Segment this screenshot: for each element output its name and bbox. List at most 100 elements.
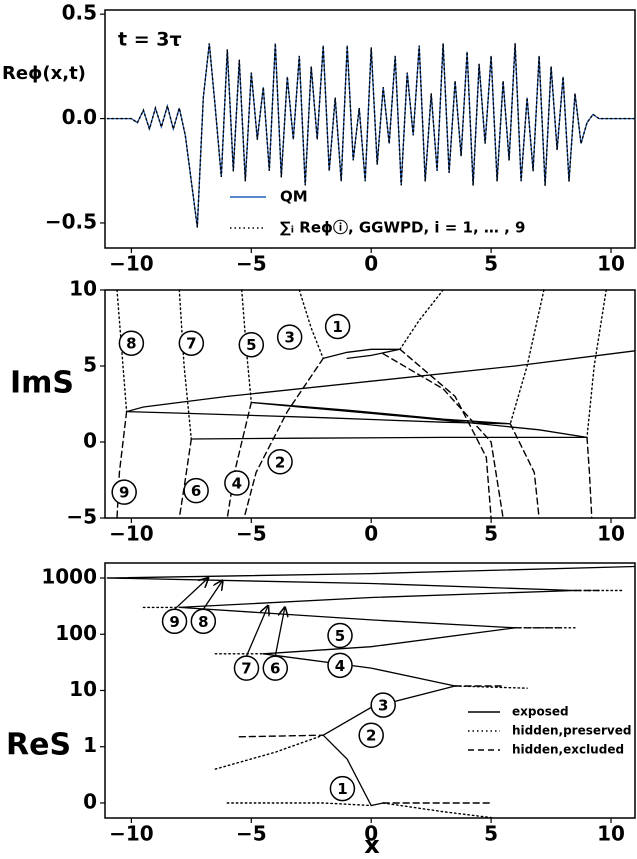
branch-marker <box>224 470 250 496</box>
curve <box>241 289 252 404</box>
curve <box>106 565 636 579</box>
branch-label: 9 <box>119 484 129 502</box>
y-tick-label: 100 <box>55 621 97 645</box>
branch-label: 7 <box>241 660 251 678</box>
y-tick-label: 0 <box>83 789 97 813</box>
arrow <box>245 606 268 657</box>
curve <box>178 438 192 519</box>
y-tick-label: 10 <box>69 677 97 701</box>
branch-marker <box>262 655 289 681</box>
arrow <box>174 578 209 610</box>
x-tick-label: 5 <box>484 522 498 546</box>
curve <box>126 350 636 440</box>
curve <box>262 627 516 655</box>
x-tick-label: 10 <box>597 822 625 846</box>
x-tick-label: −10 <box>109 252 154 276</box>
x-tick-label: −5 <box>236 822 267 846</box>
y-tick-label: 1 <box>83 733 97 757</box>
y-tick-label: 10 <box>69 277 97 301</box>
branch-label: 5 <box>246 336 256 354</box>
branch-marker <box>358 722 384 748</box>
legend-label: QM <box>280 188 308 206</box>
x-tick-label: −5 <box>236 522 267 546</box>
branch-label: 3 <box>284 329 294 347</box>
curve <box>454 685 528 689</box>
branch-label: 3 <box>378 697 388 715</box>
x-tick-label: 0 <box>364 522 378 546</box>
y-tick-label: 0 <box>83 429 97 453</box>
branch-label: 1 <box>337 780 347 798</box>
x-tick-label: −10 <box>109 822 154 846</box>
curve <box>262 653 456 687</box>
y-tick-label: 0.5 <box>62 1 97 25</box>
curve <box>382 802 492 819</box>
x-tick-label: 5 <box>484 822 498 846</box>
plot-frame <box>104 289 636 519</box>
branch-label: 8 <box>126 335 136 353</box>
branch-marker <box>327 652 353 679</box>
branch-marker <box>233 655 260 681</box>
branch-marker <box>118 330 145 356</box>
curve <box>322 734 384 807</box>
curve <box>243 357 324 519</box>
curve <box>106 577 576 592</box>
legend-label: exposed <box>512 705 569 719</box>
curve <box>586 436 593 519</box>
x-tick-label: 5 <box>484 252 498 276</box>
x-tick-label: 10 <box>597 252 625 276</box>
y-tick-label: −0.5 <box>45 209 97 233</box>
branch-label: 7 <box>186 335 196 353</box>
branch-label: 2 <box>366 727 376 745</box>
branch-label: 1 <box>332 318 342 336</box>
curve <box>586 289 607 439</box>
branch-label: 4 <box>232 475 242 493</box>
curve <box>178 289 192 440</box>
branch-marker <box>324 313 351 340</box>
legend-label: hidden,preserved <box>512 724 631 738</box>
branch-label: 9 <box>169 613 179 631</box>
branch-marker <box>178 330 205 356</box>
curve <box>509 289 545 425</box>
branch-marker <box>370 692 396 718</box>
curve <box>322 348 401 360</box>
branch-marker <box>327 622 353 649</box>
curve <box>214 734 324 770</box>
curve <box>226 401 252 519</box>
curve <box>382 353 504 519</box>
branch-label: 6 <box>270 660 280 678</box>
branch-marker <box>190 608 217 635</box>
branch-label: 8 <box>198 613 208 631</box>
x-tick-label: 0 <box>364 822 378 846</box>
plot-frame <box>104 562 636 819</box>
branch-label: 6 <box>191 482 201 500</box>
branch-marker <box>111 479 137 505</box>
x-axis-label: x <box>364 831 380 859</box>
branch-marker <box>183 477 209 504</box>
curve <box>106 43 636 228</box>
curve <box>298 289 324 360</box>
y-axis-label: ReS <box>6 728 71 763</box>
x-tick-label: 0 <box>364 252 378 276</box>
y-tick-label: 1000 <box>41 565 97 589</box>
branch-label: 2 <box>275 453 285 471</box>
arrow <box>274 607 285 657</box>
curve <box>226 802 372 807</box>
curve <box>178 606 516 629</box>
y-axis-label: ImS <box>10 366 74 401</box>
curve <box>509 423 540 519</box>
branch-marker <box>276 324 303 350</box>
branch-marker <box>161 608 188 635</box>
branch-marker <box>329 775 356 802</box>
curve <box>178 589 576 609</box>
y-tick-label: −5 <box>66 505 97 529</box>
curve <box>238 734 324 738</box>
branch-label: 4 <box>335 657 345 675</box>
time-annotation: t = 3τ <box>118 29 182 51</box>
y-tick-label: 5 <box>83 353 97 377</box>
x-tick-label: −10 <box>109 522 154 546</box>
x-tick-label: 10 <box>597 522 625 546</box>
arrow <box>202 581 222 610</box>
y-tick-label: 0.0 <box>62 105 97 129</box>
branch-marker <box>267 449 293 475</box>
